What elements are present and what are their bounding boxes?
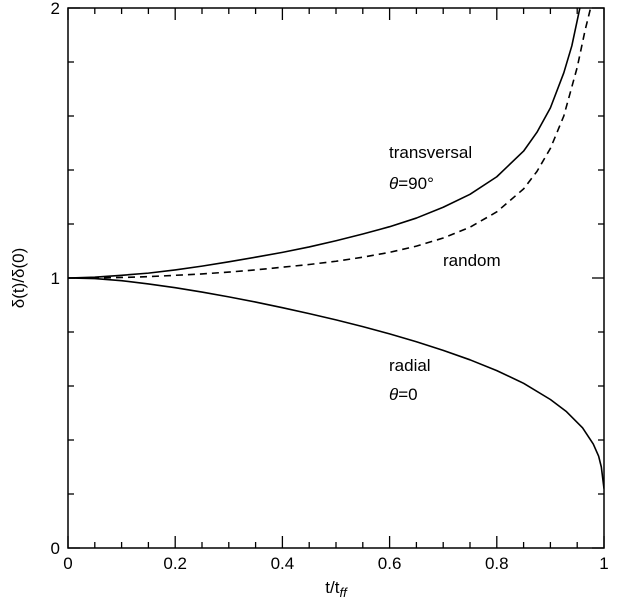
theta-symbol: θ [389, 385, 399, 404]
y-tick-label: 2 [51, 0, 60, 18]
series-line-radial [68, 277, 604, 489]
x-tick-label: 0.6 [378, 554, 402, 573]
x-tick-label: 0.8 [485, 554, 509, 573]
annotation-transversal-angle: θ=90° [389, 174, 434, 193]
plot-area: 0 0.2 0.4 0.6 0.8 1 0 1 2 [51, 0, 609, 573]
annotation-radial: radial [389, 356, 431, 375]
x-tick-label: 0 [63, 554, 72, 573]
annotation-random: random [443, 251, 501, 270]
series-line-transversal [68, 8, 581, 279]
series-line-random [68, 8, 592, 279]
series-layer [68, 8, 604, 489]
x-axis-label-main: t/t [325, 578, 339, 597]
tick-layer [67, 7, 605, 549]
x-tick-label: 0.4 [271, 554, 295, 573]
x-axis-label: t/tff [325, 578, 348, 600]
annotation-radial-angle-value: =0 [398, 385, 417, 404]
plot-frame [67, 7, 605, 549]
x-axis-label-subscript: ff [339, 585, 348, 600]
annotation-radial-angle: θ=0 [389, 385, 418, 404]
x-tick-label: 1 [599, 554, 608, 573]
tick-label-layer: 0 0.2 0.4 0.6 0.8 1 0 1 2 [51, 0, 609, 573]
annotation-transversal: transversal [389, 143, 472, 162]
y-axis-label: δ(t)/δ(0) [9, 248, 28, 308]
annotation-transversal-angle-value: =90° [398, 174, 434, 193]
x-tick-label: 0.2 [163, 554, 187, 573]
y-tick-label: 1 [51, 269, 60, 288]
theta-symbol: θ [389, 174, 399, 193]
y-tick-label: 0 [51, 539, 60, 558]
